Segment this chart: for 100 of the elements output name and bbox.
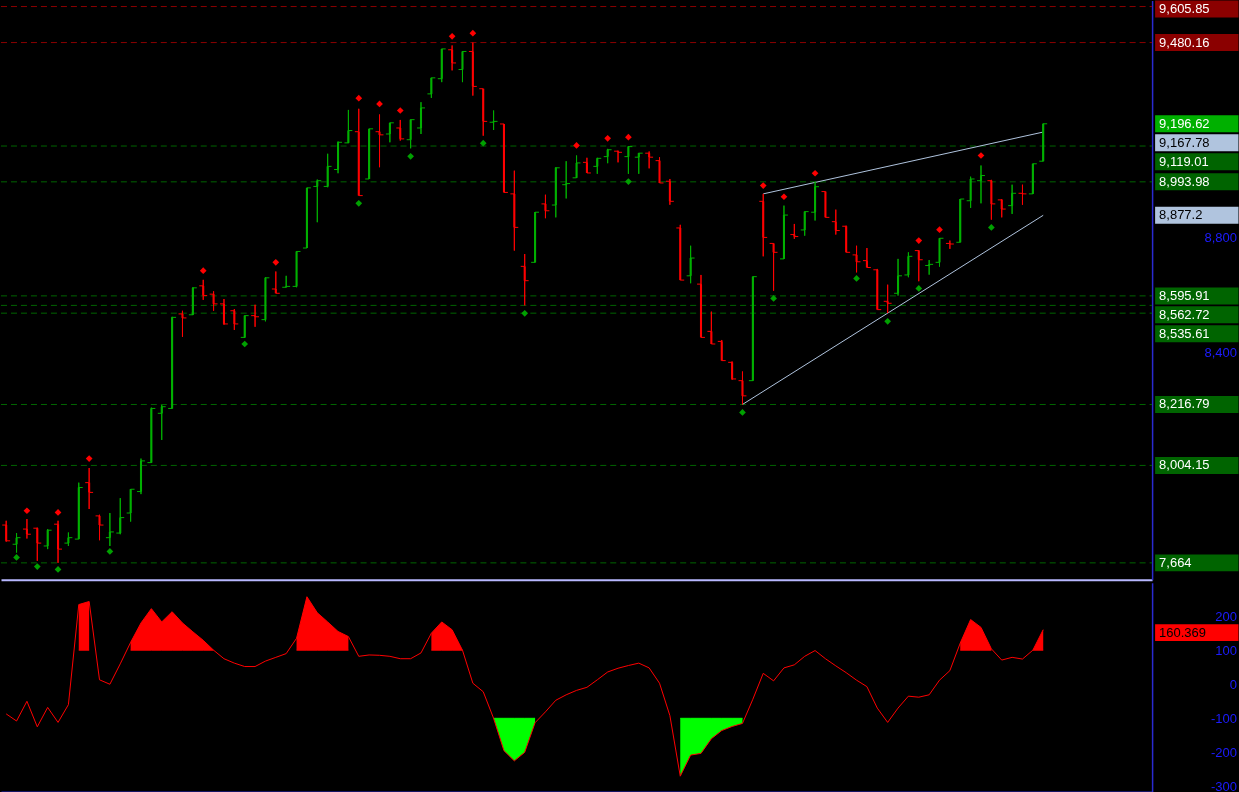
- candlestick: [343, 109, 353, 144]
- candlestick: [852, 245, 861, 273]
- candlestick: [136, 458, 146, 495]
- candlestick: [1028, 163, 1038, 195]
- candlestick: [84, 467, 94, 510]
- candlestick: [675, 224, 685, 281]
- candlestick: [250, 304, 260, 328]
- candlestick: [1018, 184, 1027, 206]
- candlestick: [74, 482, 84, 540]
- candlestick: [696, 274, 706, 338]
- ref-line-label: 8,562.72: [1159, 306, 1210, 322]
- point: [759, 182, 767, 189]
- candlestick: [406, 119, 416, 149]
- candlestick: [914, 249, 924, 282]
- point: [915, 237, 923, 244]
- y-tick-label: -200: [1211, 744, 1237, 760]
- candlestick: [935, 237, 944, 268]
- point: [853, 275, 860, 282]
- candlestick: [375, 114, 384, 168]
- candlestick: [779, 205, 789, 260]
- y-tick-label: 0: [1229, 676, 1237, 692]
- candlestick: [738, 371, 747, 405]
- candlestick: [800, 211, 810, 237]
- candlestick: [997, 198, 1007, 218]
- candlestick: [603, 148, 613, 164]
- point: [884, 318, 892, 325]
- point: [13, 554, 20, 561]
- candlestick: [209, 290, 219, 312]
- candlestick: [955, 198, 965, 243]
- candlestick: [893, 258, 903, 297]
- candlestick: [810, 181, 820, 222]
- point: [988, 224, 995, 231]
- candlestick: [302, 187, 312, 249]
- candlestick: [333, 140, 343, 174]
- candlestick: [903, 251, 913, 278]
- candlestick: [986, 179, 996, 221]
- point: [780, 193, 788, 201]
- point: [811, 169, 819, 177]
- candlestick: [115, 497, 125, 535]
- candlestick: [1, 520, 11, 543]
- point: [33, 563, 41, 570]
- candlestick: [126, 488, 136, 523]
- candlestick: [644, 150, 654, 169]
- candlestick: [706, 311, 716, 345]
- point: [521, 309, 529, 317]
- point: [272, 258, 280, 266]
- point: [355, 94, 363, 102]
- point: [936, 226, 943, 234]
- candlestick: [240, 315, 250, 339]
- candlestick: [229, 308, 239, 331]
- candlestick: [354, 108, 364, 197]
- ref-line-label: 9,605.85: [1159, 0, 1210, 16]
- candlestick: [872, 268, 882, 311]
- candlestick: [63, 532, 73, 547]
- candlestick: [945, 240, 955, 250]
- candlestick: [323, 153, 333, 188]
- candlestick: [385, 122, 395, 143]
- candlestick: [219, 298, 229, 326]
- candlestick: [623, 145, 633, 175]
- candlestick: [924, 259, 934, 276]
- candlestick: [292, 250, 301, 288]
- candlestick: [146, 407, 156, 464]
- point: [241, 340, 249, 348]
- ref-line-label: 9,119.01: [1159, 153, 1209, 169]
- point: [448, 32, 456, 40]
- ref-line-label: 8,216.79: [1159, 396, 1210, 412]
- candlestick: [717, 339, 727, 362]
- candlestick: [541, 194, 550, 219]
- candlestick: [634, 152, 644, 175]
- candlestick: [364, 128, 374, 180]
- point: [625, 178, 632, 185]
- line-series: [5, 596, 1044, 777]
- candlestick: [53, 520, 63, 564]
- point: [625, 133, 632, 141]
- candlestick: [95, 514, 104, 541]
- candlestick: [758, 193, 768, 257]
- text: 8,877.2: [1159, 207, 1203, 223]
- candlestick: [458, 50, 467, 83]
- candlestick: [1007, 184, 1017, 215]
- candlestick: [841, 225, 851, 253]
- candlestick: [261, 276, 270, 322]
- candlestick: [655, 156, 664, 184]
- point: [106, 548, 114, 555]
- candlestick: [727, 360, 737, 381]
- candlestick: [572, 154, 581, 179]
- y-tick-label: -100: [1211, 710, 1237, 726]
- ref-line-label: 8,535.61: [1159, 325, 1210, 341]
- ref-line-label: 8,993.98: [1159, 173, 1210, 189]
- candlestick: [769, 242, 779, 292]
- y-tick-label: 8,400: [1204, 344, 1237, 360]
- point: [396, 107, 404, 114]
- candlestick: [437, 48, 447, 83]
- ref-line-label: 7,664: [1159, 554, 1192, 570]
- candlestick: [831, 209, 841, 236]
- candlestick: [395, 119, 405, 142]
- candlestick: [551, 166, 561, 218]
- candlestick: [748, 276, 758, 382]
- text: 9,196.62: [1159, 115, 1210, 131]
- y-tick-label: 100: [1215, 642, 1237, 658]
- ref-line-label: 9,480.16: [1159, 34, 1210, 50]
